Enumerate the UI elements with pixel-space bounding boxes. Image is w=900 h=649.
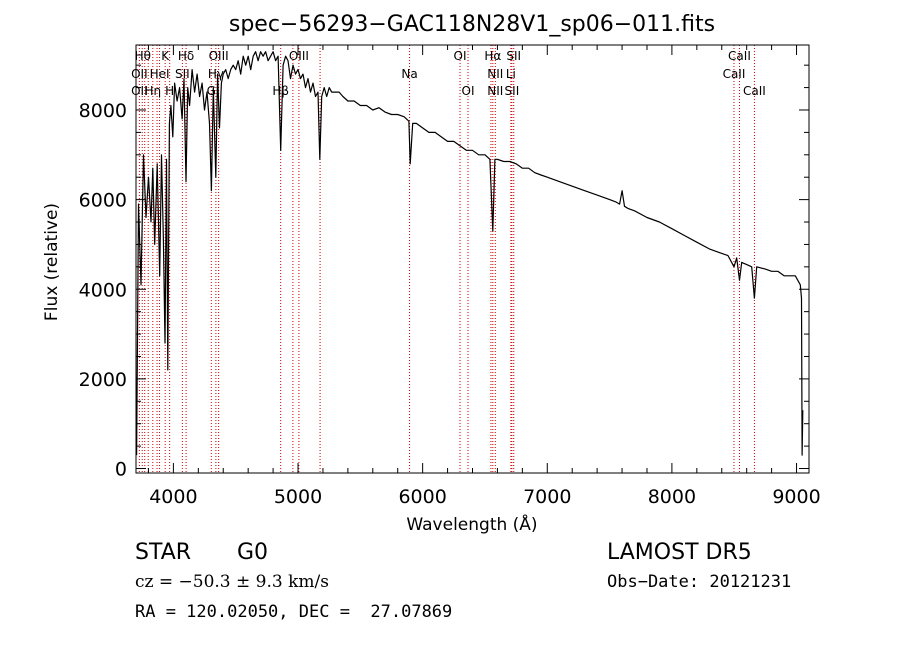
marker-label: OIII [209,49,229,63]
marker-label: CaII [723,67,746,81]
x-tick-label: 4000 [149,486,197,508]
x-tick-label: 8000 [648,486,696,508]
x-axis-label: Wavelength (Å) [406,513,537,535]
observation-date: Obs−Date: 20121231 [607,572,792,592]
spectrum-series [136,51,804,456]
survey-name: LAMOST DR5 [607,540,752,565]
marker-label: G [207,84,216,98]
coordinates: RA = 120.02050, DEC = 27.07869 [135,602,453,622]
y-tick-label: 8000 [79,100,127,122]
marker-label: Hη [145,84,162,98]
x-axis-ticks: 4000 5000 6000 7000 8000 9000 [147,45,821,508]
x-tick-label: 9000 [772,486,820,508]
y-axis-ticks: 0 2000 4000 6000 8000 [79,64,809,481]
marker-label: Hδ [178,49,194,63]
marker-label: CaII [728,49,751,63]
marker-label: Hα [484,49,501,63]
marker-label: Hβ [272,84,289,98]
marker-label: OIII [289,49,309,63]
marker-label: OII [131,67,148,81]
line-marker-labels: Hθ K Hδ OIII OIII OI Hα SII CaII OII HeI SII Hγ Na NII… [131,49,766,98]
y-axis-label: Flux (relative) [42,203,62,321]
marker-label: OII [131,84,148,98]
chart-title: spec−56293−GAC118N28V1_sp06−011.fits [229,12,715,37]
marker-label: H [165,84,174,98]
plot-frame [135,44,810,474]
marker-label: OI [454,49,467,63]
marker-label: NII [487,67,503,81]
y-tick-label: 6000 [79,190,127,212]
y-tick-label: 4000 [79,279,127,301]
marker-label: Hγ [208,67,224,81]
marker-label: K [161,49,170,63]
x-tick-label: 6000 [398,486,446,508]
marker-label: Hθ [135,49,151,63]
redshift-velocity: cz = −50.3 ± 9.3 km/s [135,572,329,592]
marker-label: SII [175,67,190,81]
spectrum-chart: spec−56293−GAC118N28V1_sp06−011.fits Flu… [42,12,821,535]
line-markers [138,45,755,473]
object-subclass: G0 [237,540,269,565]
marker-label: Li [506,67,516,81]
marker-label: CaII [743,84,766,98]
x-tick-label: 5000 [274,486,322,508]
marker-label: HeI [150,67,170,81]
marker-label: OI [462,84,475,98]
marker-label: Na [401,67,417,81]
object-class: STAR [135,540,192,565]
spectrum-line-0 [136,51,804,456]
marker-label: SII [505,84,520,98]
marker-label: SII [506,49,521,63]
y-tick-label: 0 [115,459,127,481]
x-tick-label: 7000 [523,486,571,508]
y-tick-label: 2000 [79,369,127,391]
marker-label: NII [487,84,503,98]
